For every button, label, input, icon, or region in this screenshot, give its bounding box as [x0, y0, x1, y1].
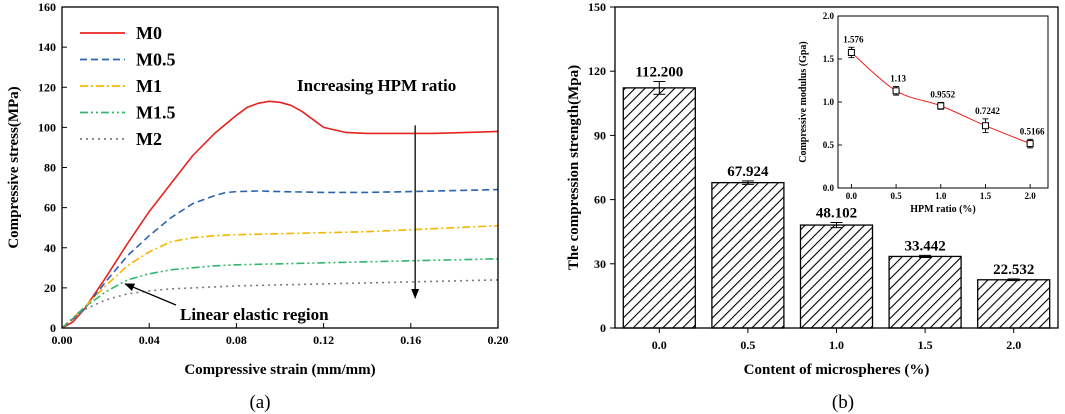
x-tick-label-b: 2.0 — [1006, 338, 1021, 352]
y-tick-label-b: 90 — [594, 128, 606, 142]
inset-x-tick-label: 1.0 — [935, 191, 947, 201]
y-tick-label-b: 120 — [588, 64, 606, 78]
inset-y-tick-label: 1.0 — [823, 97, 835, 107]
x-tick-label-a: 0.12 — [313, 333, 334, 347]
y-tick-label-a: 60 — [44, 201, 56, 215]
bar-1.5 — [888, 255, 962, 329]
inset-y-tick-label: 2.0 — [823, 11, 835, 21]
annotation-linear-elastic: Linear elastic region — [180, 305, 329, 324]
inset-y-tick-label: 1.5 — [823, 54, 835, 64]
legend-label: M1 — [136, 76, 162, 96]
bar-value-label: 22.532 — [993, 262, 1034, 278]
x-axis-label-b: Content of microspheres (%) — [744, 362, 930, 378]
inset-data-point — [981, 122, 989, 130]
series-line-m0 — [61, 100, 499, 329]
y-axis-label-a: Compressive stress(MPa) — [6, 86, 22, 248]
y-tick-label-a: 160 — [38, 0, 56, 14]
inset-x-tick-label: 0.5 — [890, 191, 902, 201]
inset-data-point — [1026, 140, 1034, 148]
annotation-increasing-hpm: Increasing HPM ratio — [297, 76, 456, 95]
inset-point-label: 1.13 — [890, 74, 906, 84]
inset-x-tick-label: 2.0 — [1025, 191, 1037, 201]
panel-label-b: (b) — [832, 392, 854, 413]
stress-strain-chart: 0.00 0.04 0.08 0.12 0.16 0.20 0 20 40 60 80 100 120… — [6, 0, 509, 413]
y-tick-label-a: 100 — [38, 120, 56, 134]
plot-frame-a — [61, 6, 499, 329]
legend-label: M0 — [136, 23, 162, 43]
bar-value-label: 67.924 — [727, 164, 769, 180]
inset-data-point — [892, 87, 900, 95]
series-line-m2 — [61, 279, 499, 329]
legend-a: M0 M0.5 M1 M1.5 M2 — [80, 23, 176, 149]
y-tick-label-a: 40 — [44, 241, 56, 255]
bar-value-label: 33.442 — [904, 238, 945, 254]
x-axis-label-a: Compressive strain (mm/mm) — [184, 362, 375, 378]
legend-label: M1.5 — [136, 103, 176, 123]
legend-label: M0.5 — [136, 50, 176, 70]
y-tick-label-a: 120 — [38, 80, 56, 94]
x-tick-label-a: 0.16 — [400, 333, 421, 347]
inset-x-tick-label: 0.0 — [846, 191, 858, 201]
annotation-arrow-elastic — [124, 283, 177, 306]
inset-x-axis-label: HPM ratio (%) — [910, 204, 976, 215]
panel-label-a: (a) — [249, 392, 270, 413]
y-tick-label-b: 60 — [594, 193, 606, 207]
y-axis-label-b: The compression strength(Mpa) — [566, 65, 582, 270]
inset-y-axis-label: Compressive modulus (Gpa) — [798, 41, 809, 163]
inset-data-point — [937, 102, 945, 110]
x-tick-label-a: 0.00 — [52, 333, 73, 347]
inset-point-label: 0.5166 — [1020, 126, 1045, 136]
bar-value-label: 48.102 — [816, 205, 857, 221]
bar-2.0 — [977, 279, 1051, 329]
modulus-inset-chart: 1.576 1.13 0.9552 0.7242 0.5166 0.0 0.5 1.0 1.5… — [798, 11, 1049, 215]
x-tick-label-a: 0.04 — [139, 333, 160, 347]
bar-1.0 — [799, 224, 874, 329]
series-line-m1 — [61, 224, 499, 329]
legend-label: M2 — [136, 129, 162, 149]
x-tick-label-b: 1.0 — [829, 338, 844, 352]
x-tick-label-b: 0.5 — [740, 338, 755, 352]
y-tick-label-a: 0 — [50, 321, 56, 335]
y-tick-label-b: 30 — [594, 257, 606, 271]
bar-value-label: 112.200 — [635, 64, 683, 80]
y-tick-label-b: 0 — [600, 321, 606, 335]
x-tick-label-b: 1.5 — [918, 338, 933, 352]
inset-point-label: 0.9552 — [930, 89, 955, 99]
bar-0.0 — [622, 87, 696, 329]
inset-y-tick-label: 0.0 — [823, 183, 835, 193]
inset-point-label: 1.576 — [843, 34, 864, 44]
x-tick-label-b: 0.0 — [652, 338, 667, 352]
y-tick-label-a: 20 — [44, 281, 56, 295]
x-tick-label-a: 0.20 — [488, 333, 509, 347]
y-tick-label-b: 150 — [588, 0, 606, 14]
bar-0.5 — [711, 181, 785, 329]
x-tick-label-a: 0.08 — [226, 333, 247, 347]
inset-data-point — [847, 48, 855, 56]
y-tick-label-a: 140 — [38, 40, 56, 54]
inset-x-tick-label: 1.5 — [980, 191, 992, 201]
inset-point-label: 0.7242 — [975, 106, 1000, 116]
y-tick-label-a: 80 — [44, 161, 56, 175]
series-line-m1-5 — [61, 258, 499, 329]
inset-y-tick-label: 0.5 — [823, 140, 835, 150]
